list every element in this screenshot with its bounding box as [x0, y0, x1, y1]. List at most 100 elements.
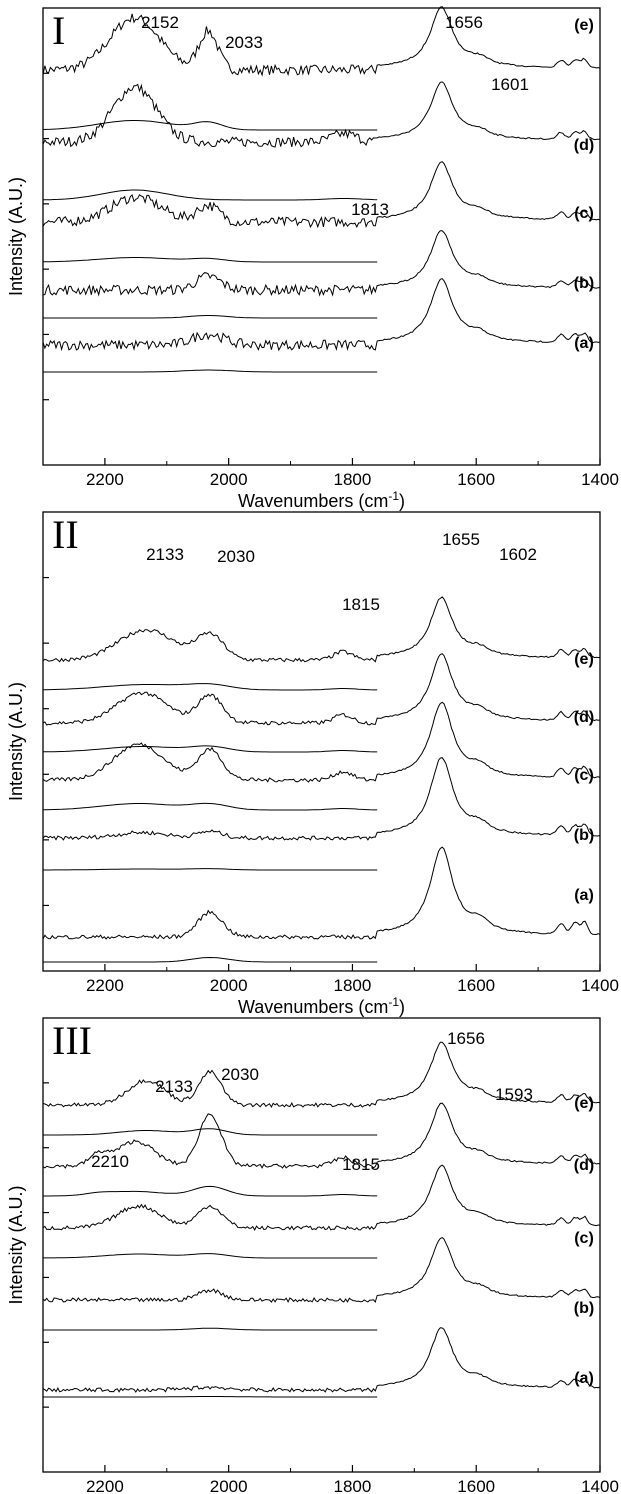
peak-label: 2030 — [217, 547, 255, 566]
baseline-line — [43, 1128, 378, 1136]
spectrum-panel-2: II 2200 2000 1800 1600 1400 Wavenumbers (cm-1)… — [6, 511, 619, 1017]
curve-label: (e) — [574, 17, 594, 34]
x-tick-label: 1600 — [457, 976, 495, 995]
spectrum-line — [42, 6, 601, 77]
series-b: (b) — [42, 230, 601, 319]
y-axis-title: Intensity (A.U.) — [6, 682, 26, 801]
x-tick-label: 2200 — [86, 1477, 124, 1494]
baseline-line — [43, 956, 378, 963]
plot-frame — [42, 7, 601, 466]
panel-label: I — [52, 8, 65, 53]
peak-label: 2030 — [221, 1065, 259, 1084]
baseline-line — [43, 315, 378, 319]
series-a: (a) — [42, 846, 601, 963]
peak-label: 2033 — [225, 33, 263, 52]
x-axis-title: Wavenumbers (cm-1) — [238, 489, 405, 511]
spectrum-line — [42, 230, 601, 297]
series-e: (e) — [42, 6, 601, 131]
x-tick-label: 2200 — [86, 976, 124, 995]
x-tick-label: 1800 — [334, 1477, 372, 1494]
peak-label: 1813 — [351, 200, 389, 219]
spectrum-line — [42, 161, 601, 229]
spectrum-line — [42, 1237, 601, 1304]
x-tick-label: 2200 — [86, 470, 124, 489]
baseline-line — [43, 745, 378, 753]
peak-label: 1656 — [447, 1029, 485, 1048]
spectrum-line — [42, 1164, 601, 1231]
peak-label: 1815 — [342, 595, 380, 614]
spectrum-panel-1: I 2200 2000 1800 1600 1400 Wavenumbers (cm-1) I… — [6, 6, 619, 511]
peak-label: 1601 — [491, 75, 529, 94]
spectrum-line — [42, 1041, 601, 1109]
plot-frame — [42, 1017, 601, 1473]
baseline-line — [43, 868, 378, 871]
spectrum-line — [42, 653, 601, 726]
baseline-line — [43, 683, 378, 691]
curve-label: (d) — [574, 1157, 594, 1174]
curve-label: (a) — [574, 335, 594, 352]
curve-label: (c) — [574, 1230, 594, 1247]
x-tick-label: 1800 — [334, 470, 372, 489]
curve-label: (b) — [574, 827, 594, 844]
peak-label: 1815 — [342, 1155, 380, 1174]
curve-label: (a) — [574, 1370, 594, 1387]
x-tick-label: 2000 — [210, 976, 248, 995]
x-tick-label: 1600 — [457, 470, 495, 489]
y-axis-title: Intensity (A.U.) — [6, 1185, 26, 1304]
panel-label: III — [52, 1018, 92, 1063]
baseline-line — [42, 802, 378, 811]
peak-label: 1656 — [445, 13, 483, 32]
x-tick-label: 1400 — [581, 1477, 619, 1494]
baseline-line — [43, 1185, 378, 1197]
x-tick-label: 1400 — [581, 470, 619, 489]
baseline-line — [43, 1253, 378, 1259]
baseline-line — [42, 257, 378, 263]
curve-label: (b) — [574, 275, 594, 292]
x-tick-label: 1800 — [334, 976, 372, 995]
panel-label: II — [52, 512, 79, 557]
x-tick-label: 1600 — [457, 1477, 495, 1494]
peak-label: 1593 — [495, 1085, 533, 1104]
x-tick-label: 2000 — [210, 470, 248, 489]
curve-label: (d) — [574, 709, 594, 726]
spectrum-line — [42, 846, 601, 940]
series-c: (c) — [42, 701, 601, 811]
baseline-line — [43, 1327, 378, 1331]
x-tick-label: 1400 — [581, 976, 619, 995]
series-c: (c) — [42, 161, 601, 263]
curve-label: (e) — [574, 651, 594, 668]
x-tick-label: 2000 — [210, 1477, 248, 1494]
plot-frame — [42, 511, 601, 972]
curve-label: (d) — [574, 137, 594, 154]
curve-label: (c) — [574, 205, 594, 222]
series-d: (d) — [42, 1102, 601, 1197]
curve-label: (b) — [574, 1300, 594, 1317]
series-a: (a) — [42, 278, 601, 373]
series-d: (d) — [42, 81, 600, 201]
series-b: (b) — [42, 1237, 601, 1331]
series-d: (d) — [42, 653, 601, 753]
spectrum-line — [42, 596, 600, 663]
series-e: (e) — [42, 596, 600, 691]
spectrum-line — [42, 701, 601, 783]
peak-label: 1655 — [442, 530, 480, 549]
baseline-line — [43, 1396, 378, 1398]
spectrum-line — [42, 757, 601, 841]
baseline-line — [42, 120, 378, 131]
curve-label: (c) — [574, 767, 594, 784]
series-e: (e) — [42, 1041, 601, 1136]
peak-label: 2133 — [155, 1077, 193, 1096]
spectrum-line — [42, 1102, 601, 1169]
series-b: (b) — [42, 757, 601, 871]
spectrum-line — [42, 1327, 601, 1393]
peak-label: 2133 — [146, 545, 184, 564]
peak-label: 2152 — [141, 13, 179, 32]
y-axis-title: Intensity (A.U.) — [6, 177, 26, 296]
peak-label: 2210 — [91, 1152, 129, 1171]
peak-label: 1602 — [499, 545, 537, 564]
baseline-line — [42, 189, 378, 201]
curve-label: (a) — [574, 887, 594, 904]
spectrum-panel-3: III22002000180016001400Wavenumbers (cm-1… — [6, 1017, 619, 1494]
spectrum-line — [42, 81, 600, 148]
